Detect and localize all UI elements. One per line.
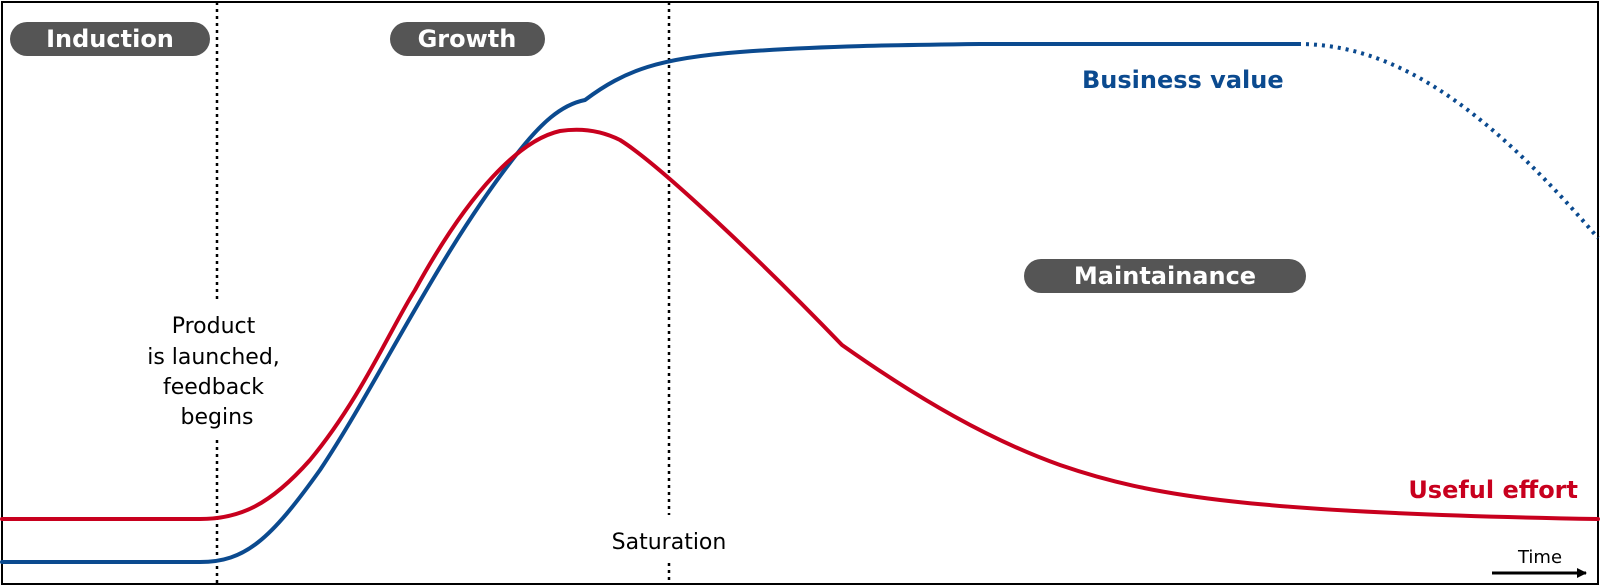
saturation-label: Saturation: [612, 530, 727, 555]
business-value-decline-curve: [1297, 42, 1600, 240]
time-axis-label: Time: [1517, 547, 1562, 568]
launch-annotation: Product is launched, feedback begins: [147, 314, 287, 430]
useful-effort-curve: [0, 127, 1600, 521]
phase-badge-growth: Growth: [390, 22, 545, 56]
useful-effort-label: Useful effort: [1408, 476, 1578, 504]
svg-text:Maintainance: Maintainance: [1074, 262, 1256, 290]
business-value-curve: [0, 42, 1300, 564]
phase-badge-maintenance: Maintainance: [1024, 259, 1306, 293]
svg-text:Induction: Induction: [46, 25, 174, 53]
svg-text:Growth: Growth: [418, 25, 517, 53]
business-value-label: Business value: [1082, 66, 1284, 94]
phase-badge-induction: Induction: [10, 22, 210, 56]
